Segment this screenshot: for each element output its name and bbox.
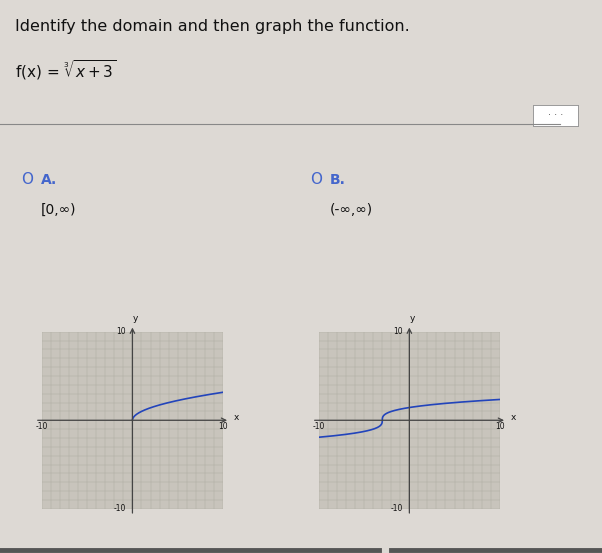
Text: y: y: [409, 314, 415, 323]
Text: -10: -10: [313, 422, 325, 431]
Text: (-∞,∞): (-∞,∞): [330, 203, 373, 217]
Text: 10: 10: [117, 327, 126, 336]
Text: 10: 10: [394, 327, 403, 336]
Text: Identify the domain and then graph the function.: Identify the domain and then graph the f…: [15, 19, 410, 34]
Text: x: x: [234, 413, 239, 422]
Text: y: y: [132, 314, 138, 323]
Text: O: O: [21, 172, 33, 187]
Text: f(x) = $\sqrt[3]{x+3}$: f(x) = $\sqrt[3]{x+3}$: [15, 58, 117, 82]
Text: [0,∞): [0,∞): [41, 203, 76, 217]
Text: · · ·: · · ·: [548, 110, 563, 120]
Text: A.: A.: [41, 173, 57, 187]
Text: x: x: [510, 413, 516, 422]
Text: -10: -10: [36, 422, 48, 431]
Text: B.: B.: [330, 173, 346, 187]
Text: -10: -10: [391, 504, 403, 513]
Text: 10: 10: [218, 422, 228, 431]
Text: 10: 10: [495, 422, 504, 431]
Text: O: O: [310, 172, 322, 187]
Text: -10: -10: [114, 504, 126, 513]
